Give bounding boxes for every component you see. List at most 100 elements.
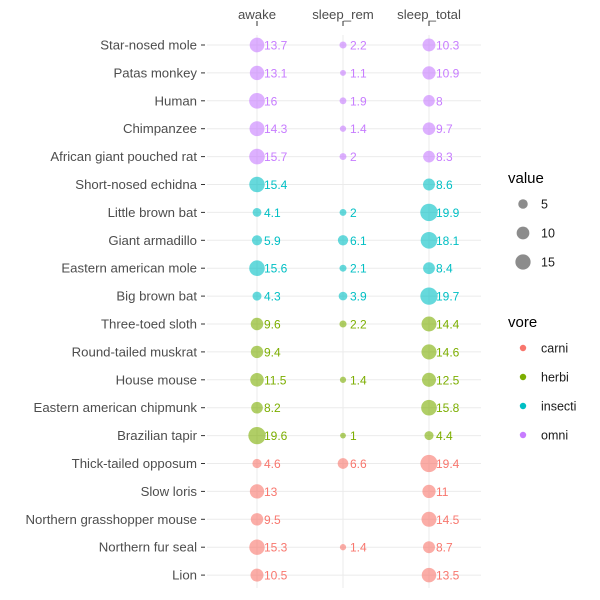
value-label-awake: 9.6	[264, 318, 281, 332]
point-awake	[251, 235, 263, 246]
value-label-sleep_rem: 1.1	[350, 66, 367, 80]
point-sleep_rem	[339, 41, 347, 49]
row-label: Brazilian tapir	[117, 428, 197, 443]
point-sleep_total	[421, 511, 437, 527]
row-label: Lion	[172, 568, 197, 583]
point-sleep_total	[420, 454, 438, 473]
size-legend: value 5 10 15	[508, 170, 555, 270]
point-sleep_total	[422, 38, 436, 52]
point-sleep_total	[421, 344, 437, 360]
value-label-sleep_total: 14.5	[436, 513, 460, 527]
point-sleep_rem	[340, 69, 346, 76]
value-label-sleep_total: 13.5	[436, 569, 460, 583]
value-label-sleep_rem: 1.4	[350, 122, 367, 136]
value-label-sleep_rem: 2.2	[350, 318, 367, 332]
row-label: Thick-tailed opposum	[72, 456, 197, 471]
color-legend-key-herbi	[519, 373, 527, 381]
point-sleep_total	[423, 178, 435, 191]
color-legend-key-omni	[519, 431, 527, 439]
point-sleep_total	[421, 372, 437, 387]
value-label-sleep_total: 14.6	[436, 345, 460, 359]
point-awake	[249, 121, 265, 137]
value-label-awake: 4.6	[264, 457, 281, 471]
size-legend-label: 15	[541, 256, 555, 270]
point-awake	[250, 345, 264, 359]
row-label: House mouse	[116, 372, 197, 387]
row-label: Northern grasshopper mouse	[25, 512, 197, 527]
value-label-sleep_rem: 1.4	[350, 373, 367, 387]
row-label: African giant pouched rat	[50, 149, 197, 164]
point-awake	[250, 373, 264, 387]
value-label-sleep_total: 8.6	[436, 178, 453, 192]
point-awake	[249, 484, 265, 499]
value-label-awake: 4.3	[264, 290, 281, 304]
value-label-awake: 13.1	[264, 66, 288, 80]
value-label-sleep_rem: 2.1	[350, 262, 367, 276]
value-label-sleep_total: 8.4	[436, 262, 453, 276]
value-label-sleep_rem: 2	[350, 150, 357, 164]
grid-lines	[207, 35, 481, 588]
row-label: Star-nosed mole	[100, 38, 197, 53]
point-sleep_total	[423, 95, 435, 107]
point-awake	[250, 317, 264, 331]
size-legend-title: value	[508, 170, 544, 187]
value-label-sleep_total: 10.3	[436, 39, 460, 53]
point-awake	[249, 176, 265, 193]
point-sleep_rem	[339, 153, 347, 161]
value-label-sleep_total: 9.7	[436, 122, 453, 136]
value-label-awake: 8.2	[264, 401, 281, 415]
point-sleep_total	[421, 316, 437, 332]
value-label-sleep_total: 12.5	[436, 373, 460, 387]
point-sleep_total	[423, 150, 435, 163]
point-awake	[249, 148, 265, 165]
point-awake	[252, 291, 262, 301]
row-label: Eastern american chipmunk	[34, 400, 198, 415]
point-awake	[249, 539, 265, 555]
value-label-awake: 5.9	[264, 234, 281, 248]
row-label: Slow loris	[141, 484, 198, 499]
point-sleep_rem	[339, 544, 347, 551]
point-sleep_rem	[339, 376, 347, 383]
row-label: Little brown bat	[108, 205, 198, 220]
value-label-awake: 10.5	[264, 569, 288, 583]
value-label-sleep_total: 19.7	[436, 290, 460, 304]
row-label: Eastern american mole	[61, 261, 197, 276]
point-awake	[250, 513, 264, 526]
value-label-sleep_rem: 1.9	[350, 94, 367, 108]
point-sleep_total	[423, 262, 435, 275]
point-sleep_rem	[337, 458, 349, 469]
point-awake	[248, 426, 266, 445]
column-labels: awake sleep_rem sleep_total	[238, 7, 461, 26]
row-labels: Star-nosed mole Patas monkey Human Chimpanz…	[25, 38, 205, 583]
row-label: Three-toed sloth	[101, 317, 197, 332]
point-awake	[249, 65, 265, 81]
value-label-sleep_rem: 1.4	[350, 541, 367, 555]
value-label-sleep_total: 11	[436, 485, 449, 499]
value-label-sleep_rem: 3.9	[350, 290, 367, 304]
point-sleep_rem	[339, 264, 347, 272]
value-label-sleep_rem: 6.6	[350, 457, 367, 471]
value-label-sleep_total: 19.4	[436, 457, 460, 471]
size-legend-key	[515, 254, 531, 270]
value-label-sleep_total: 18.1	[436, 234, 460, 248]
point-sleep_rem	[338, 291, 348, 301]
row-label: Human	[154, 93, 197, 108]
value-label-awake: 14.3	[264, 122, 288, 136]
size-legend-key	[518, 199, 528, 209]
column-label-sleep_rem: sleep_rem	[312, 7, 374, 22]
value-label-awake: 9.4	[264, 345, 281, 359]
point-sleep_total	[424, 431, 434, 441]
value-label-awake: 4.1	[264, 206, 281, 220]
size-legend-key	[516, 226, 530, 240]
color-legend-label-carni: carni	[541, 342, 568, 356]
row-label: Northern fur seal	[99, 540, 197, 555]
color-legend-key-carni	[519, 344, 527, 352]
row-label: Giant armadillo	[108, 233, 197, 248]
value-label-sleep_total: 10.9	[436, 66, 460, 80]
value-label-awake: 15.7	[264, 150, 288, 164]
row-label: Chimpanzee	[123, 121, 197, 136]
value-label-awake: 13	[264, 485, 278, 499]
value-labels: 13.7 2.2 10.313.1 1.1 10.916 1.9 814.3 1.4 9.715…	[264, 39, 460, 583]
point-sleep_total	[422, 122, 436, 135]
point-sleep_total	[420, 203, 438, 222]
